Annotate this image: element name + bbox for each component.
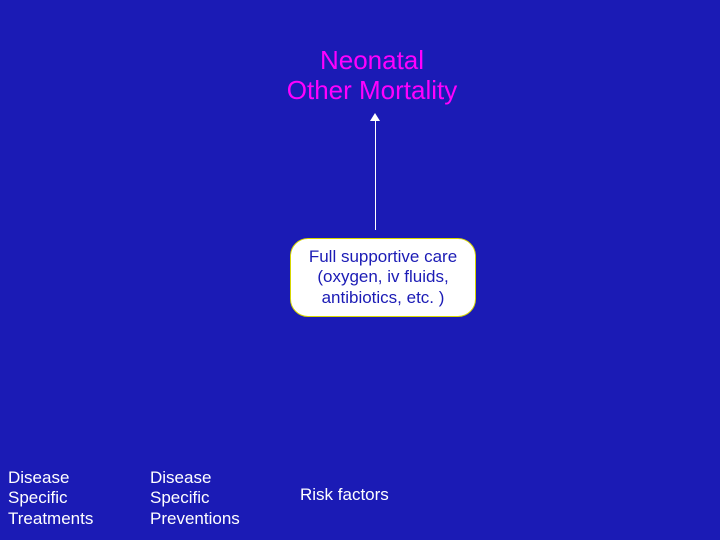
supportive-care-node: Full supportive care (oxygen, iv fluids,… [290,238,476,317]
preventions-line3: Preventions [150,509,240,528]
preventions-line2: Specific [150,488,210,507]
treatments-line1: Disease [8,468,69,487]
treatments-line2: Specific [8,488,68,507]
treatments-node: Disease Specific Treatments [8,468,93,529]
title-line1: Neonatal [320,45,424,75]
care-line2: (oxygen, iv fluids, [317,267,448,286]
care-line3: antibiotics, etc. ) [322,288,445,307]
preventions-line1: Disease [150,468,211,487]
slide-root: Neonatal Other Mortality Full supportive… [0,0,720,540]
preventions-node: Disease Specific Preventions [150,468,240,529]
risk-line1: Risk factors [300,485,389,504]
treatments-line3: Treatments [8,509,93,528]
arrow-line [375,120,376,230]
care-line1: Full supportive care [309,247,457,266]
title-line2: Other Mortality [287,75,458,105]
risk-factors-node: Risk factors [300,485,389,505]
slide-title: Neonatal Other Mortality [262,46,482,106]
